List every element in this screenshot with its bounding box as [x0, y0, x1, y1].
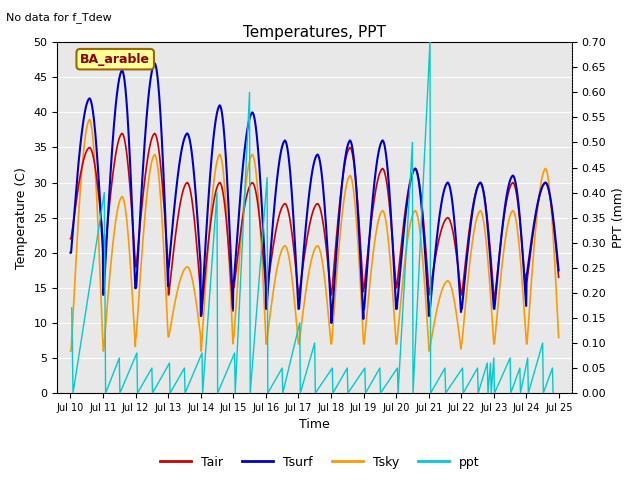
Tair [555, 275, 563, 280]
Tsurf [555, 267, 563, 273]
Line: Tsurf: Tsurf [70, 63, 559, 323]
Tsky [86, 117, 93, 122]
Tsurf [292, 264, 300, 270]
Tsurf [143, 112, 150, 118]
Tsurf [501, 202, 509, 208]
Tair [430, 265, 438, 271]
Tair [292, 273, 300, 278]
Text: BA_arable: BA_arable [80, 53, 150, 66]
Tair [302, 243, 310, 249]
X-axis label: Time: Time [300, 419, 330, 432]
Tair [549, 215, 557, 221]
Tsky [548, 224, 556, 230]
Tsky [429, 325, 437, 331]
Tsky [301, 291, 309, 297]
Tair [67, 236, 74, 241]
Tair [197, 313, 205, 319]
Tsurf [430, 266, 438, 272]
Tsurf [67, 250, 74, 256]
Tsurf [328, 320, 335, 326]
Tsurf [151, 60, 159, 66]
Tair [501, 206, 509, 212]
Tsurf [301, 228, 309, 233]
Line: Tair: Tair [70, 133, 559, 316]
Tsky [67, 348, 74, 354]
Title: Temperatures, PPT: Temperatures, PPT [243, 24, 386, 39]
Text: No data for f_Tdew: No data for f_Tdew [6, 12, 112, 23]
Tsky [292, 317, 300, 323]
Tair [118, 131, 126, 136]
Line: Tsky: Tsky [70, 120, 559, 351]
Legend: Tair, Tsurf, Tsky, ppt: Tair, Tsurf, Tsky, ppt [155, 451, 485, 474]
Y-axis label: Temperature (C): Temperature (C) [15, 167, 28, 269]
Tsurf [549, 213, 557, 218]
Tsky [143, 191, 151, 196]
Tair [143, 159, 151, 165]
Tsky [555, 335, 563, 340]
Y-axis label: PPT (mm): PPT (mm) [612, 187, 625, 248]
Tsky [501, 240, 509, 245]
